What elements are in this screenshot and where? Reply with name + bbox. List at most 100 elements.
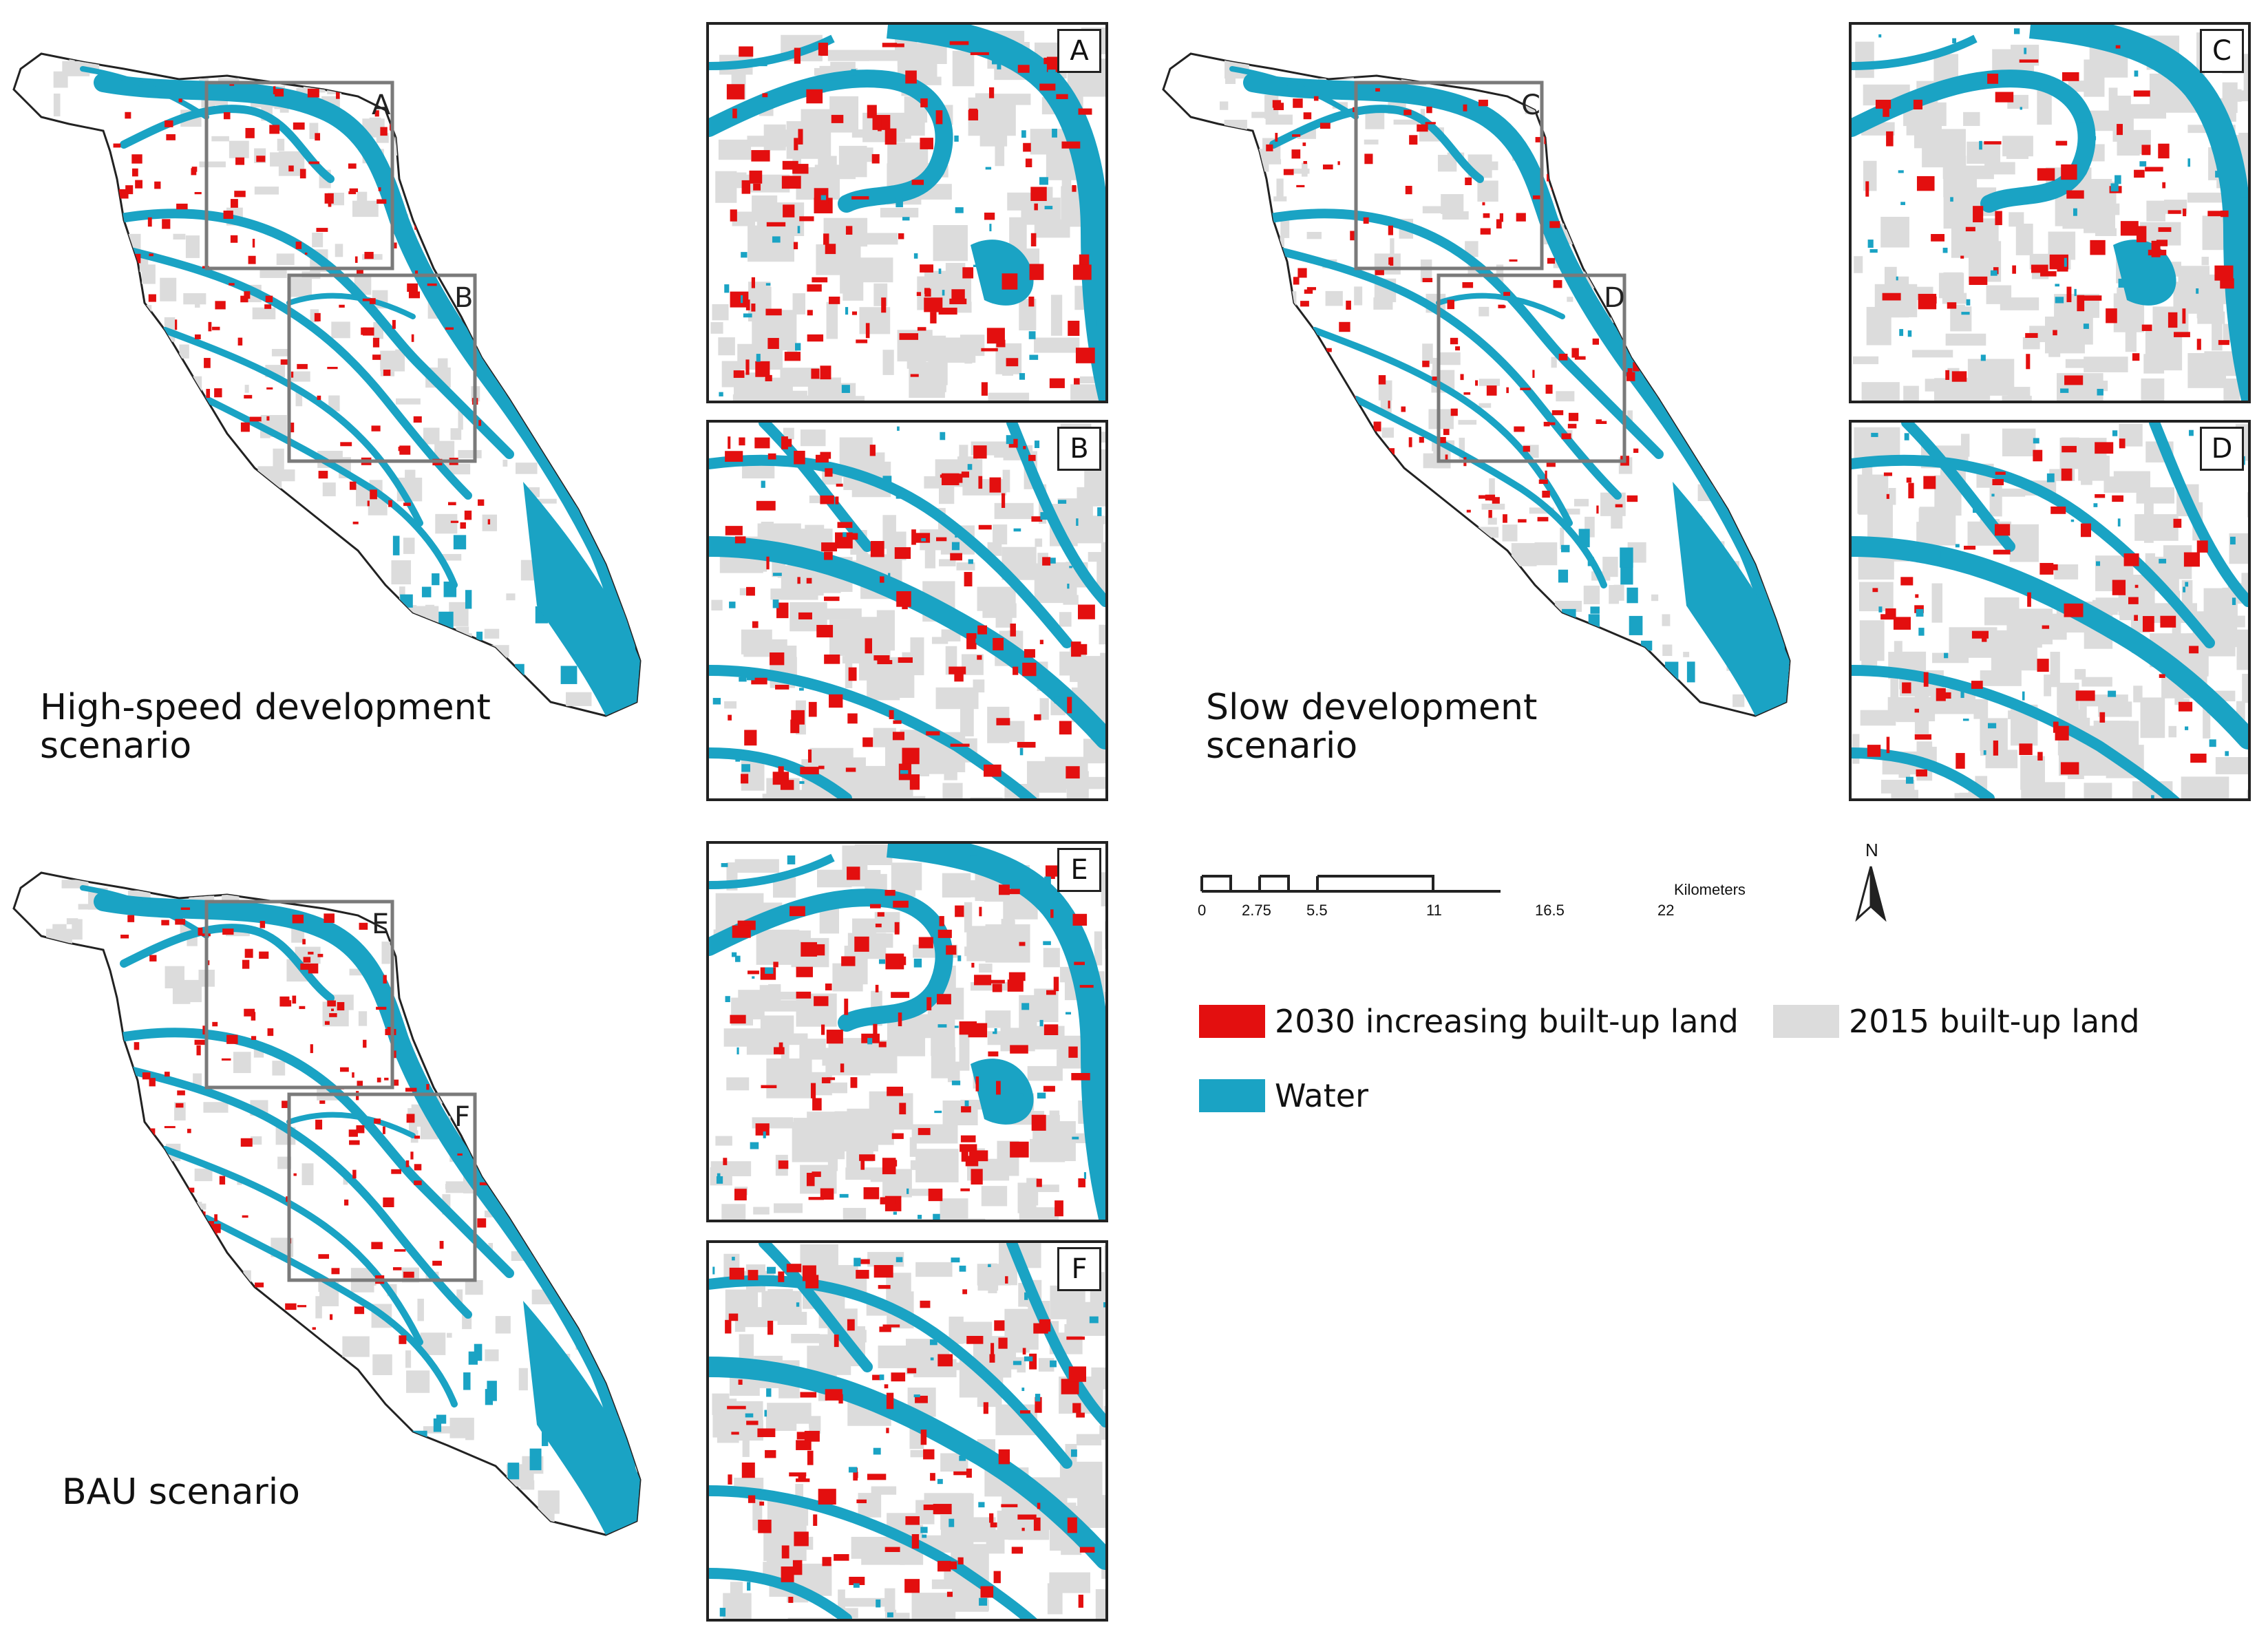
- water-block: [932, 857, 935, 862]
- built-2030-patch: [222, 928, 234, 935]
- built-2030-patch: [1995, 471, 2006, 475]
- built-2015-patch: [1354, 286, 1363, 306]
- built-2030-patch: [270, 519, 275, 524]
- built-2030-patch: [751, 150, 770, 162]
- built-2015-patch: [89, 1211, 96, 1220]
- built-2015-patch: [1214, 331, 1225, 337]
- built-2030-patch: [807, 284, 822, 292]
- built-2015-patch: [1423, 453, 1449, 469]
- built-2015-patch: [244, 385, 249, 393]
- built-2015-patch: [1613, 584, 1624, 601]
- built-2030-patch: [1273, 394, 1278, 401]
- built-2030-patch: [361, 327, 367, 335]
- built-2030-patch: [1308, 351, 1313, 360]
- river-channel: [1243, 73, 1786, 712]
- river-channel: [1436, 293, 1565, 319]
- built-2030-patch: [339, 304, 345, 308]
- built-2030-patch: [160, 1165, 173, 1169]
- built-2030-patch: [845, 533, 858, 540]
- built-2015-patch: [884, 1588, 895, 1612]
- built-2030-patch: [1022, 1348, 1026, 1355]
- water-block: [1013, 528, 1021, 532]
- built-2030-patch: [946, 1591, 953, 1597]
- built-2015-patch: [218, 1274, 229, 1299]
- water-block: [712, 1266, 715, 1275]
- built-2015-patch: [1744, 504, 1768, 512]
- built-2015-patch: [112, 1422, 123, 1442]
- built-2015-patch: [1280, 619, 1286, 641]
- built-2030-patch: [1538, 479, 1548, 485]
- built-2015-patch: [1773, 57, 1790, 69]
- built-2030-patch: [788, 1597, 794, 1603]
- water-block: [1019, 1093, 1024, 1096]
- built-2030-patch: [480, 953, 491, 956]
- built-2030-patch: [399, 1335, 407, 1344]
- built-2030-patch: [123, 1188, 125, 1195]
- water-block: [2243, 244, 2248, 251]
- built-2015-patch: [199, 161, 226, 168]
- water-block: [1050, 557, 1056, 564]
- built-2015-patch: [445, 463, 471, 475]
- built-2030-patch: [781, 1545, 789, 1559]
- built-2030-patch: [988, 87, 995, 98]
- built-2030-patch: [299, 169, 306, 179]
- built-2030-patch: [359, 922, 368, 930]
- water-block: [913, 958, 922, 968]
- built-2015-patch: [352, 596, 375, 610]
- built-2030-patch: [1053, 977, 1059, 992]
- built-2015-patch: [1063, 595, 1079, 605]
- built-2030-patch: [961, 1145, 968, 1162]
- water-block: [991, 59, 1000, 65]
- built-2015-patch: [942, 783, 963, 798]
- built-2030-patch: [1506, 387, 1509, 394]
- water-block: [934, 1110, 942, 1114]
- built-2030-patch: [1965, 226, 1975, 232]
- water-block: [940, 432, 946, 440]
- built-2030-patch: [1514, 426, 1525, 432]
- built-2015-patch: [1381, 427, 1394, 438]
- built-2015-patch: [99, 1114, 112, 1129]
- built-2030-patch: [1488, 509, 1492, 518]
- built-2030-patch: [198, 927, 203, 936]
- built-2030-patch: [739, 437, 745, 446]
- built-2030-patch: [807, 310, 813, 316]
- built-2030-patch: [1931, 234, 1945, 242]
- water-block: [845, 307, 849, 315]
- built-2030-patch: [2112, 580, 2126, 595]
- built-2015-patch: [994, 447, 1008, 458]
- built-2015-patch: [472, 171, 487, 182]
- built-2030-patch: [762, 93, 768, 98]
- built-2030-patch: [2062, 445, 2077, 453]
- built-2015-patch: [465, 1279, 483, 1295]
- water-block: [721, 863, 728, 867]
- built-2015-patch: [1718, 131, 1746, 150]
- water-block: [1089, 1316, 1099, 1324]
- water-block: [1962, 719, 1969, 721]
- built-2015-patch: [2241, 539, 2248, 563]
- main-map-high-speed: AB: [12, 52, 642, 717]
- built-2030-patch: [2136, 226, 2147, 243]
- built-2030-patch: [1006, 889, 1020, 895]
- built-2030-patch: [767, 338, 779, 349]
- water-block: [913, 1394, 920, 1398]
- built-2030-patch: [478, 1103, 491, 1109]
- built-2015-patch: [405, 1350, 412, 1368]
- water-block: [474, 1343, 483, 1361]
- built-2015-patch: [279, 106, 289, 113]
- built-2015-patch: [988, 392, 1030, 401]
- river-channel: [709, 853, 835, 889]
- built-2015-patch: [353, 1416, 369, 1430]
- built-2030-patch: [964, 572, 973, 587]
- built-2015-patch: [1963, 111, 1980, 127]
- built-2030-patch: [961, 471, 970, 478]
- water-block: [930, 1357, 934, 1361]
- built-2030-patch: [821, 1024, 825, 1035]
- zoom-box-label-D: D: [1604, 282, 1625, 314]
- water-block: [854, 1257, 861, 1266]
- built-2015-patch: [1682, 81, 1704, 99]
- built-2030-patch: [766, 222, 786, 227]
- built-2030-patch: [131, 293, 135, 298]
- built-2030-patch: [871, 153, 880, 164]
- built-2015-patch: [741, 629, 772, 655]
- built-2015-patch: [1200, 670, 1225, 689]
